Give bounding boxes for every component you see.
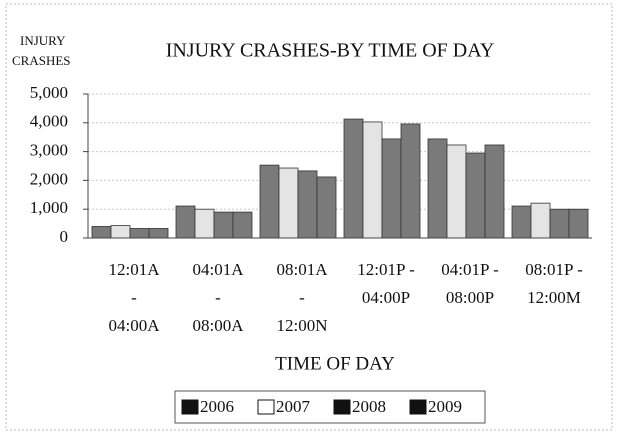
x-tick-label: 04:01P -	[441, 260, 499, 279]
y-axis-label: INJURY	[20, 33, 66, 48]
bar	[129, 228, 150, 239]
chart-title: INJURY CRASHES-BY TIME OF DAY	[166, 40, 495, 62]
y-tick-label: 1,000	[30, 198, 68, 217]
legend-label: 2007	[276, 397, 311, 416]
y-tick-label: 2,000	[30, 169, 68, 188]
legend-swatch	[181, 399, 199, 415]
x-tick-label: 08:01A	[277, 260, 329, 279]
bar	[91, 226, 112, 239]
bar	[381, 138, 402, 239]
legend-swatch	[257, 399, 275, 415]
bar	[530, 202, 551, 239]
x-tick-label: 04:01A	[193, 260, 245, 279]
x-tick-label: -	[299, 288, 305, 307]
legend-label: 2008	[352, 397, 386, 416]
bar	[568, 208, 589, 239]
bar	[400, 123, 421, 239]
bar	[259, 164, 280, 239]
bar	[446, 144, 467, 239]
x-tick-label: 08:01P -	[525, 260, 583, 279]
bar	[549, 208, 570, 239]
x-tick-label: 08:00P	[446, 288, 494, 307]
x-tick-label: 12:00M	[527, 288, 581, 307]
bar	[148, 228, 169, 239]
bar	[175, 205, 196, 239]
bar	[343, 118, 364, 239]
bar	[213, 211, 234, 239]
x-tick-label: 12:01P -	[357, 260, 415, 279]
legend	[174, 390, 486, 424]
x-tick-label: 12:01A	[109, 260, 161, 279]
bar	[297, 170, 318, 239]
y-tick-label: 4,000	[30, 112, 68, 131]
bar	[465, 152, 486, 239]
bar	[232, 211, 253, 239]
legend-label: 2006	[200, 397, 234, 416]
x-tick-label: 04:00A	[109, 316, 161, 335]
legend-label: 2009	[428, 397, 462, 416]
legend-swatch	[333, 399, 351, 415]
x-axis-label: TIME OF DAY	[275, 353, 395, 374]
y-tick-label: 3,000	[30, 141, 68, 160]
bar	[194, 208, 215, 239]
x-tick-label: -	[215, 288, 221, 307]
y-axis-label: CRASHES	[12, 53, 71, 68]
y-tick-label: 0	[60, 227, 69, 246]
bar	[362, 121, 383, 239]
legend-swatch	[409, 399, 427, 415]
bar	[484, 144, 505, 239]
bar	[278, 167, 299, 239]
x-tick-label: -	[131, 288, 137, 307]
bar	[110, 225, 131, 239]
y-tick-label: 5,000	[30, 83, 68, 102]
bar	[427, 138, 448, 239]
x-tick-label: 04:00P	[362, 288, 410, 307]
x-tick-label: 08:00A	[193, 316, 245, 335]
bar	[316, 176, 337, 239]
bar	[511, 205, 532, 239]
x-tick-label: 12:00N	[277, 316, 328, 335]
